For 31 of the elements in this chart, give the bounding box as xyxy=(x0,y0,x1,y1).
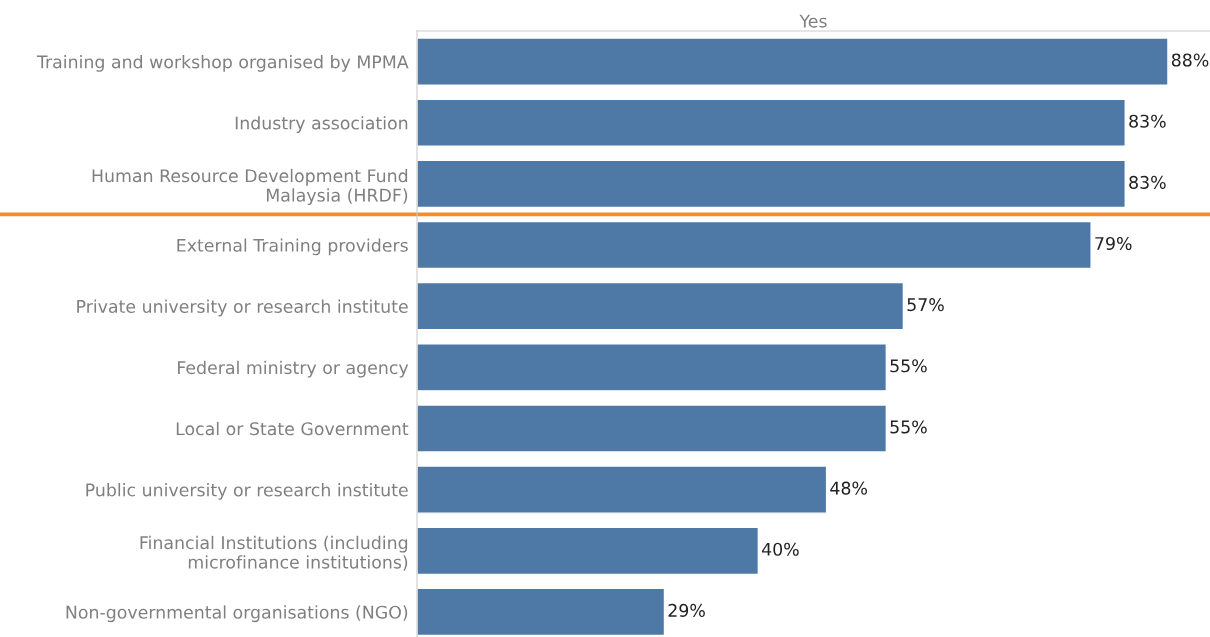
bar xyxy=(417,404,888,453)
data-label: 57% xyxy=(907,298,944,312)
data-label: 55% xyxy=(890,359,927,373)
data-label: 79% xyxy=(1095,236,1132,251)
y-tick-label: Human Resource Development Fund Malaysia (HRDF) xyxy=(92,168,408,206)
bar xyxy=(417,343,888,392)
data-label: 88% xyxy=(1171,53,1209,67)
chart-title: Yes xyxy=(799,14,827,28)
data-label: 83% xyxy=(1129,175,1166,189)
y-tick-label: Training and workshop organised by MPMA xyxy=(36,54,409,72)
bar xyxy=(417,159,1126,209)
y-tick-label: External Training providers xyxy=(177,238,408,256)
y-tick-label: Private university or research institute xyxy=(77,299,408,317)
bar xyxy=(417,37,1169,86)
data-label: 40% xyxy=(761,542,799,556)
bar xyxy=(417,526,760,576)
data-label: 48% xyxy=(830,481,868,495)
bar xyxy=(417,281,905,331)
bar xyxy=(417,587,666,637)
bar xyxy=(417,98,1126,147)
data-label: 29% xyxy=(668,603,705,617)
y-tick-label: Public university or research institute xyxy=(86,483,408,500)
data-label: 83% xyxy=(1129,114,1166,128)
y-tick-label: Federal ministry or agency xyxy=(178,360,409,378)
bar xyxy=(417,220,1092,270)
y-tick-label: Local or State Government xyxy=(176,421,409,436)
y-tick-label: Industry association xyxy=(235,116,408,133)
data-label: 55% xyxy=(890,420,927,434)
bar xyxy=(417,465,828,514)
y-tick-label: Non-governmental organisations (NGO) xyxy=(66,605,408,623)
y-tick-label: Financial Institutions (including microfinance institutions) xyxy=(140,535,408,571)
